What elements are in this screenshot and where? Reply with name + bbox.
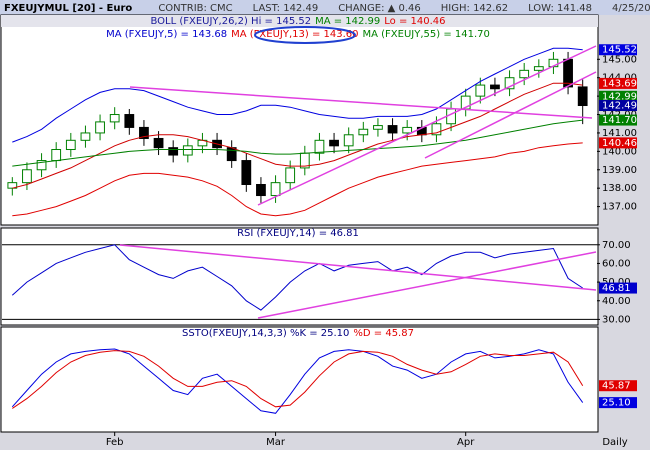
trend-line <box>119 244 597 291</box>
value-box <box>599 282 637 294</box>
value-box <box>599 114 637 126</box>
y-tick-label: 145.00 <box>602 54 637 65</box>
candle-body <box>80 132 91 141</box>
candle-body <box>519 69 530 79</box>
header-text: LOW: 141.48 <box>528 3 592 14</box>
value-box-label: 46.81 <box>602 283 631 294</box>
candle-body <box>153 137 164 149</box>
candle-body <box>475 84 486 97</box>
rsi-panel <box>0 227 599 326</box>
y-tick-label: 141.00 <box>602 128 637 139</box>
y-tick-label: 30.00 <box>602 314 631 325</box>
value-box <box>599 100 637 112</box>
y-tick-label: 137.00 <box>602 202 637 213</box>
value-box <box>599 137 637 149</box>
series-line <box>12 82 583 189</box>
candle-body <box>124 114 135 128</box>
y-tick-label: 60.00 <box>602 258 631 269</box>
series-line <box>12 119 583 167</box>
value-box-label: 140.46 <box>602 138 637 149</box>
legend-text: Lo = 140.46 <box>384 16 445 27</box>
legend: MA (FXEUJY,5) = 143.68 MA (FXEUJY,13) = 1… <box>106 29 490 40</box>
legend-text: RSI (FXEUJY,14) = 46.81 <box>237 228 359 239</box>
value-box <box>599 380 637 392</box>
candle-body <box>22 169 32 184</box>
legend-text: MA (FXEUJY,55) = 141.70 <box>363 29 490 40</box>
y-tick-label: 70.00 <box>602 240 631 251</box>
series-line <box>11 244 583 311</box>
legend-text: MA (FXEUJY,13) = 143.60 <box>231 29 358 40</box>
value-box-label: 145.52 <box>602 45 637 56</box>
x-tick-label: Feb <box>106 437 124 448</box>
y-tick-label: 139.00 <box>602 165 637 176</box>
candle-body <box>387 125 398 134</box>
header-text: 4/25/2006 <box>612 3 650 14</box>
candle-body <box>36 160 47 171</box>
candle-body <box>490 84 500 90</box>
legend-text: MA (FXEUJY,5) = 143.68 <box>106 29 227 40</box>
candle-body <box>168 147 179 156</box>
value-box-label: 25.10 <box>602 398 631 409</box>
candle-body <box>329 139 339 147</box>
candle-body <box>95 121 105 134</box>
header-text: CHANGE: ▲ 0.46 <box>338 3 421 14</box>
candle-body <box>139 126 149 139</box>
candle-body <box>343 134 354 147</box>
y-tick-label: 140.00 <box>602 146 637 157</box>
header-text: FXEUJYMUL [20] - Euro <box>4 3 132 14</box>
header-text: HIGH: 142.62 <box>441 3 508 14</box>
candle-body <box>270 182 281 197</box>
legend-text: %D = 45.87 <box>353 328 414 339</box>
trend-line <box>424 71 597 159</box>
value-box <box>599 77 637 89</box>
value-box <box>599 90 637 102</box>
header-bar <box>0 0 650 15</box>
value-box <box>599 44 637 56</box>
candle-body <box>373 125 383 130</box>
legend: RSI (FXEUJY,14) = 46.81 <box>237 228 359 239</box>
legend-band <box>1 15 598 27</box>
legend-text: BOLL (FXEUJY,26,2) Hi = 145.52 <box>150 16 311 27</box>
value-box <box>599 397 637 409</box>
candle-body <box>65 139 76 151</box>
value-box-label: 142.49 <box>602 101 637 112</box>
candle-body <box>533 66 544 71</box>
series-line <box>12 47 583 143</box>
candle-body <box>577 86 588 107</box>
value-box-label: 45.87 <box>602 381 631 392</box>
trend-line <box>257 251 597 319</box>
header-text: LAST: 142.49 <box>253 3 319 14</box>
candle-body <box>226 147 237 162</box>
value-box-label: 143.69 <box>602 78 637 89</box>
candle-body <box>358 128 369 136</box>
trend-line <box>257 45 597 206</box>
candle-body <box>256 183 266 197</box>
legend: BOLL (FXEUJY,26,2) Hi = 145.52 MA = 142.9… <box>150 16 445 27</box>
x-axis-label: Daily <box>602 437 627 448</box>
stoch-panel <box>0 326 599 433</box>
value-box-label: 142.99 <box>602 91 637 102</box>
candle-body <box>431 123 442 136</box>
legend-text: SSTO(FXEUJY,14,3,3) %K = 25.10 <box>182 328 349 339</box>
candle-body <box>285 167 296 184</box>
legend-text: MA = 142.99 <box>315 16 380 27</box>
candle-body <box>51 149 62 162</box>
header-text: CONTRIB: CMC <box>158 3 232 14</box>
candle-body <box>109 114 120 123</box>
candle-body <box>402 126 413 134</box>
candle-body <box>314 139 325 154</box>
x-tick-label: Mar <box>266 437 286 448</box>
annotation <box>254 26 356 44</box>
y-tick-label: 40.00 <box>602 296 631 307</box>
legend: SSTO(FXEUJY,14,3,3) %K = 25.10 %D = 45.87 <box>182 328 414 339</box>
x-tick-label: Apr <box>457 437 475 448</box>
value-box-label: 141.70 <box>602 115 637 126</box>
candle-body <box>182 145 193 156</box>
series-line <box>12 142 583 217</box>
candle-body <box>241 160 252 185</box>
y-tick-label: 138.00 <box>602 183 637 194</box>
candle-body <box>504 77 515 90</box>
series-line <box>12 350 584 409</box>
